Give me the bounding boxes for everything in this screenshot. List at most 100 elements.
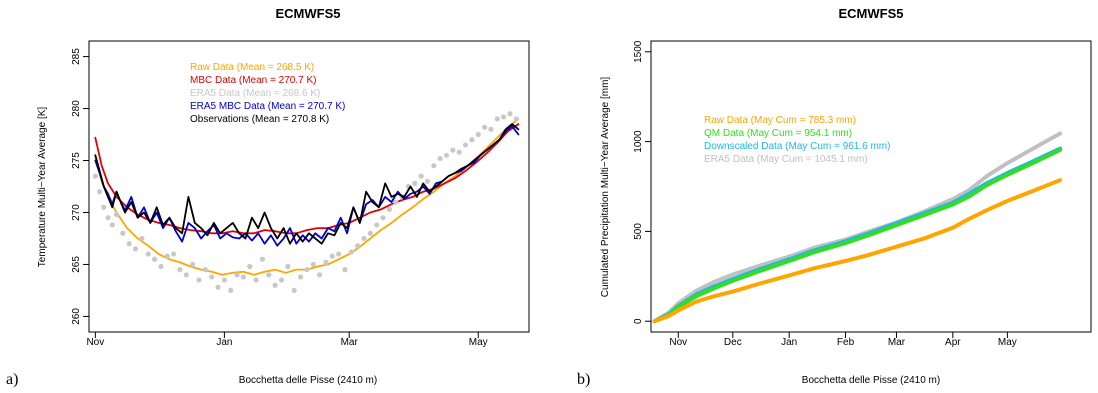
panel-label: a) <box>6 371 18 388</box>
legend-entry: Observations (Mean = 270.8 K) <box>190 114 329 125</box>
y-tick-label: 1000 <box>633 130 644 153</box>
panel-label: b) <box>577 371 590 388</box>
data-point <box>501 114 507 120</box>
data-point <box>96 189 103 195</box>
y-tick-label: 280 <box>71 100 82 117</box>
series-group <box>92 111 520 294</box>
legend: Raw Data (Mean = 268.5 K) MBC Data (Mean … <box>190 62 345 125</box>
legend-entry: MBC Data (Mean = 270.7 K) <box>190 75 316 86</box>
data-point <box>240 274 247 280</box>
data-point <box>247 263 253 270</box>
data-point <box>386 206 392 212</box>
data-point <box>209 274 215 280</box>
data-point <box>202 267 208 273</box>
y-tick-label: 285 <box>71 48 82 65</box>
data-point <box>196 277 202 283</box>
data-point <box>228 287 234 294</box>
legend-entry: Raw Data (Mean = 268.5 K) <box>190 62 314 73</box>
data-point <box>259 256 266 262</box>
chart-panel-b: ECMWFS5 0 500 1000 1500 Nov Dec Jan Feb Mar Apr May… <box>577 6 1092 388</box>
data-point <box>367 230 373 236</box>
data-point <box>105 215 111 221</box>
y-tick-label: 270 <box>71 204 82 221</box>
series-raw-data <box>652 178 1063 324</box>
data-point <box>329 253 335 259</box>
data-point <box>145 251 151 257</box>
data-point <box>348 249 354 255</box>
x-tick-label: Dec <box>724 337 742 348</box>
data-point <box>513 116 519 122</box>
data-point <box>424 178 431 184</box>
legend-entry: ERA5 MBC Data (Mean = 270.7 K) <box>190 101 345 112</box>
data-point <box>158 263 164 270</box>
data-point <box>355 243 361 249</box>
data-point <box>132 246 139 252</box>
data-point <box>418 173 424 179</box>
legend-entry: Downscaled Data (May Cum = 961.6 mm) <box>704 141 890 152</box>
series-mbc-data <box>94 123 520 235</box>
data-point <box>316 272 323 278</box>
data-point <box>272 282 278 288</box>
data-point <box>361 235 367 242</box>
data-point <box>113 211 120 218</box>
data-point <box>109 222 115 228</box>
data-point <box>126 241 132 247</box>
y-axis-label: Temperature Multi−Year Average [K] <box>37 107 48 268</box>
data-point <box>101 204 107 210</box>
y-tick-label: 260 <box>71 308 82 325</box>
data-point <box>151 256 158 262</box>
legend-entry: QM Data (May Cum = 954.1 mm) <box>704 128 852 139</box>
data-point <box>310 261 316 268</box>
data-point <box>266 272 272 278</box>
data-point <box>120 230 126 236</box>
plot-frame <box>88 40 530 333</box>
data-point <box>393 199 399 205</box>
series-group <box>652 131 1063 324</box>
x-tick-label: Apr <box>945 337 961 348</box>
data-point <box>323 259 329 265</box>
data-point <box>253 277 259 283</box>
data-point <box>494 116 500 122</box>
data-point <box>456 149 462 155</box>
data-point <box>291 287 297 294</box>
data-point <box>507 111 513 117</box>
data-point <box>462 142 469 148</box>
data-point <box>488 126 494 132</box>
data-point <box>437 155 443 162</box>
x-tick-label: Mar <box>888 337 906 348</box>
y-tick-label: 1500 <box>633 40 644 63</box>
legend-entry: ERA5 Data (Mean = 268.6 K) <box>190 88 320 99</box>
data-point <box>481 124 488 130</box>
data-point <box>234 272 240 278</box>
data-point <box>342 267 348 273</box>
data-point <box>183 272 189 278</box>
legend: Raw Data (May Cum = 785.3 mm) QM Data (Ma… <box>704 115 890 165</box>
data-point <box>221 277 227 283</box>
data-point <box>164 253 170 259</box>
data-point <box>374 222 380 228</box>
data-point <box>285 263 291 270</box>
data-point <box>450 147 456 153</box>
data-point <box>190 261 196 268</box>
x-tick-label: May <box>998 337 1017 348</box>
x-tick-label: Feb <box>837 337 855 348</box>
data-point <box>431 163 437 169</box>
series-era5-mbc-data <box>94 125 520 247</box>
data-point <box>278 277 285 283</box>
plot-frame <box>650 40 1092 333</box>
data-point <box>139 235 145 242</box>
data-point <box>92 173 98 179</box>
y-axis-label: Cumulated Precipitation Multi−Year Avera… <box>600 77 611 298</box>
x-tick-label: May <box>469 337 488 348</box>
chart-title: ECMWFS5 <box>276 6 341 21</box>
data-point <box>380 215 386 221</box>
series-raw-data <box>94 118 520 276</box>
x-axis-label: Bocchetta delle Pisse (2410 m) <box>802 375 940 386</box>
data-point <box>336 251 342 257</box>
y-tick-label: 275 <box>71 152 82 169</box>
data-point <box>443 152 450 158</box>
series-observations <box>94 123 520 245</box>
data-point <box>177 267 183 273</box>
data-point <box>412 180 418 186</box>
